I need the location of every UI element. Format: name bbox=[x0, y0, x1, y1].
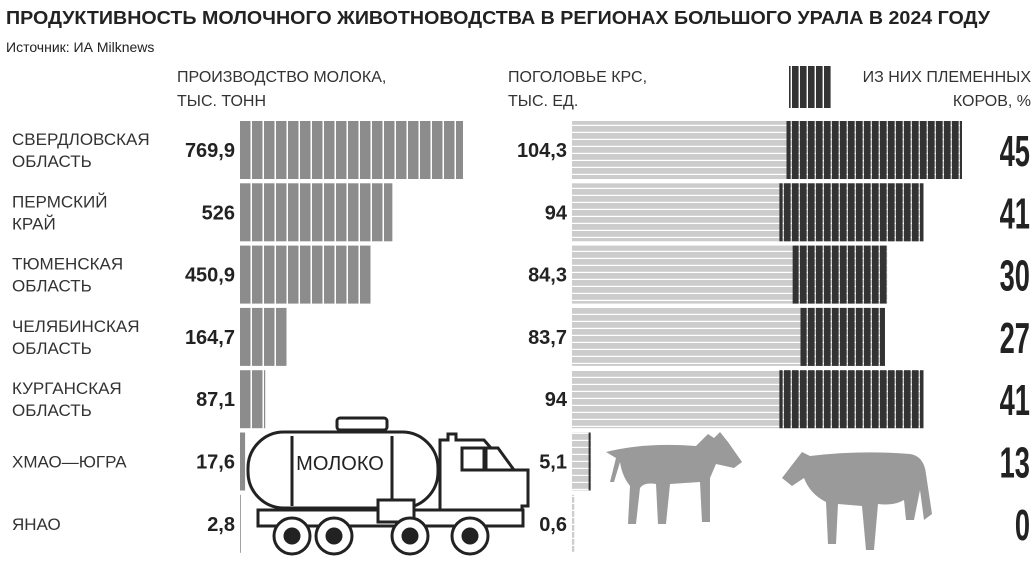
value-label: 164,7 bbox=[185, 327, 235, 349]
herd-bar bbox=[572, 433, 591, 491]
category-label: ОБЛАСТЬ bbox=[12, 401, 92, 420]
value-label: 450,9 bbox=[185, 265, 235, 287]
value-label: 87,1 bbox=[196, 389, 235, 411]
category-label: КРАЙ bbox=[12, 214, 56, 233]
chart-title: ПРОДУКТИВНОСТЬ МОЛОЧНОГО ЖИВОТНОВОДСТВА … bbox=[6, 8, 991, 28]
milk-bar bbox=[240, 246, 371, 304]
milk-bar bbox=[240, 183, 392, 241]
value-label: 5,1 bbox=[539, 452, 567, 474]
category-label: ЧЕЛЯБИНСКАЯ bbox=[12, 317, 140, 336]
percent-label: 27 bbox=[1000, 313, 1030, 362]
source: Источник: ИА Milknews bbox=[6, 39, 154, 55]
pedigree-bar bbox=[589, 433, 591, 491]
value-label: 0,6 bbox=[539, 514, 567, 536]
value-label: 769,9 bbox=[185, 140, 235, 162]
percent-label: 0 bbox=[1015, 500, 1030, 549]
pedigree-bar bbox=[800, 308, 885, 366]
header-line: ИЗ НИХ ПЛЕМЕННЫХ bbox=[863, 69, 1032, 86]
header-line: ПОГОЛОВЬЕ КРС, bbox=[508, 69, 647, 86]
percent-label: 30 bbox=[1000, 251, 1030, 300]
value-label: 94 bbox=[545, 389, 568, 411]
header-line: ТЫС. ЕД. bbox=[508, 93, 578, 110]
category-label: ОБЛАСТЬ bbox=[12, 152, 92, 171]
category-label: ОБЛАСТЬ bbox=[12, 277, 92, 296]
milk-bar bbox=[240, 121, 463, 179]
category-label: ТЮМЕНСКАЯ bbox=[12, 255, 123, 274]
milk-bar bbox=[240, 495, 241, 553]
percent-label: 41 bbox=[1000, 189, 1030, 238]
category-label: ОБЛАСТЬ bbox=[12, 339, 92, 358]
chart: ПРОДУКТИВНОСТЬ МОЛОЧНОГО ЖИВОТНОВОДСТВА … bbox=[0, 0, 1033, 564]
cow-illustration bbox=[606, 432, 932, 550]
category-label: СВЕРДЛОВСКАЯ bbox=[12, 130, 150, 149]
value-label: 83,7 bbox=[528, 327, 567, 349]
milk-bar bbox=[240, 433, 245, 491]
category-label: ЯНАО bbox=[12, 515, 61, 534]
truck-label: МОЛОКО bbox=[296, 453, 384, 475]
pedigree-bar bbox=[779, 183, 923, 241]
header-line: ПРОИЗВОДСТВО МОЛОКА, bbox=[177, 69, 386, 86]
percent-label: 41 bbox=[1000, 376, 1030, 425]
value-label: 84,3 bbox=[528, 265, 567, 287]
truck bbox=[248, 418, 528, 554]
pedigree-bar bbox=[779, 370, 923, 428]
value-label: 526 bbox=[202, 202, 235, 224]
legend-swatch bbox=[789, 66, 831, 108]
milk-bar bbox=[240, 308, 288, 366]
value-label: 17,6 bbox=[196, 452, 235, 474]
category-label: ХМАО—ЮГРА bbox=[12, 453, 127, 472]
percent-label: 45 bbox=[1000, 126, 1030, 175]
category-label: КУРГАНСКАЯ bbox=[12, 379, 122, 398]
milk-bar bbox=[240, 370, 265, 428]
herd-bar bbox=[572, 495, 574, 553]
value-label: 94 bbox=[545, 202, 568, 224]
pedigree-bar bbox=[793, 246, 888, 304]
header-line: ТЫС. ТОНН bbox=[177, 93, 266, 110]
percent-label: 13 bbox=[1000, 438, 1030, 487]
value-label: 2,8 bbox=[207, 514, 235, 536]
header-line: КОРОВ, % bbox=[953, 93, 1031, 110]
category-label: ПЕРМСКИЙ bbox=[12, 192, 107, 211]
pedigree-bar bbox=[787, 121, 963, 179]
value-label: 104,3 bbox=[517, 140, 567, 162]
